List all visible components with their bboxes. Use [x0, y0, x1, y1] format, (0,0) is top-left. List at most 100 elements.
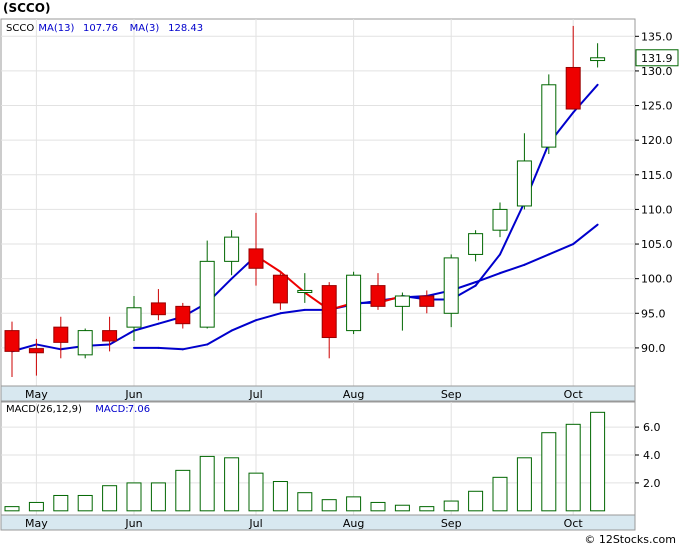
price-ytick-label: 110.0	[641, 203, 673, 216]
macd-ytick-label: 4.0	[643, 449, 661, 462]
candle-body	[370, 285, 386, 307]
macd-legend-label: MACD:	[95, 404, 128, 415]
price-ytick-label: 100.0	[641, 273, 673, 286]
candle-body	[4, 330, 20, 352]
price-xtick-label: Jul	[248, 388, 262, 401]
price-ytick-label: 135.0	[641, 30, 673, 43]
watermark: © 12Stocks.com	[584, 533, 676, 546]
macd-bar	[443, 500, 459, 512]
candle-body	[346, 274, 362, 332]
macd-bar	[272, 481, 288, 512]
candle-body	[297, 289, 313, 294]
price-ytick-label: 130.0	[641, 65, 673, 78]
macd-bar	[77, 494, 93, 512]
ma-long-segment	[572, 223, 599, 246]
ma-short-segment	[108, 329, 135, 346]
macd-bar	[297, 492, 313, 512]
ma-short-segment	[133, 322, 160, 332]
candle-body	[272, 274, 288, 304]
macd-bar	[419, 506, 435, 512]
macd-ytick-label: 6.0	[643, 421, 661, 434]
ma-long-segment	[523, 253, 550, 266]
macd-bar	[492, 476, 508, 512]
candle-body	[53, 326, 69, 343]
price-panel: 90.0 95.0 100.0 105.0 110.0 115.0 120.0 125.0 13…	[0, 18, 679, 402]
candle-body	[126, 307, 142, 328]
macd-bar	[175, 469, 191, 512]
price-legend-value: 128.43	[168, 23, 203, 34]
ma-short-segment	[474, 253, 501, 287]
macd-bar	[224, 457, 240, 512]
macd-xaxis-bar	[0, 514, 636, 531]
macd-bar	[4, 506, 20, 512]
candle-body	[565, 66, 581, 110]
price-xtick-label: Oct	[564, 388, 584, 401]
macd-bar	[346, 496, 362, 512]
macd-bar	[394, 504, 410, 512]
ma-long-segment	[230, 319, 257, 332]
macd-bar	[370, 501, 386, 512]
macd-xtick-label: Oct	[564, 517, 584, 530]
macd-legend-label: MACD(26,12,9)	[6, 404, 82, 415]
candle-body	[419, 295, 435, 307]
candle-body	[102, 330, 118, 342]
price-legend-value: 107.76	[83, 23, 118, 34]
price-legend-label: MA(3)	[130, 23, 160, 34]
chart-title: (SCCO)	[3, 1, 50, 15]
ma-long-segment	[547, 243, 575, 256]
candle-body	[590, 57, 606, 62]
candle-body	[199, 260, 215, 328]
last-price-label: 131.9	[641, 52, 673, 65]
price-ytick-label: 120.0	[641, 134, 673, 147]
macd-legend-value: 7.06	[128, 404, 150, 415]
price-legend-label: MA(13)	[38, 23, 74, 34]
price-xtick-label: Aug	[343, 388, 364, 401]
ma-short-segment	[35, 343, 62, 351]
candle-body	[150, 302, 166, 316]
candle-body	[492, 208, 508, 231]
candle-body	[394, 295, 410, 307]
candle-body	[443, 257, 459, 314]
macd-ytick-label: 2.0	[643, 477, 661, 490]
candle-body	[224, 236, 240, 262]
price-legend-label: SCCO	[6, 23, 34, 34]
price-ytick-label: 105.0	[641, 238, 673, 251]
ma-long-segment	[499, 263, 526, 275]
macd-panel: 2.0 4.0 6.0 MACD(26,12,9) MACD: 7.06 May Jun Jul…	[0, 401, 661, 531]
ma-long-segment	[181, 343, 209, 351]
ma-short-segment	[499, 201, 526, 256]
macd-bar	[150, 482, 166, 512]
candle-body	[28, 348, 44, 354]
ma-long-segment	[255, 312, 282, 322]
macd-xtick-label: Sep	[441, 517, 462, 530]
price-xtick-label: Sep	[441, 388, 462, 401]
candle-body	[248, 248, 264, 269]
macd-bar	[590, 411, 606, 512]
macd-bar	[565, 423, 581, 512]
macd-xtick-label: Jun	[124, 517, 142, 530]
price-plot-area	[0, 18, 636, 387]
macd-bar	[126, 482, 142, 512]
macd-bar	[102, 485, 118, 512]
macd-bar	[28, 501, 44, 512]
candle-body	[321, 285, 337, 339]
ma-long-segment	[279, 308, 306, 315]
price-ytick-label: 95.0	[641, 307, 666, 320]
macd-bar	[199, 455, 215, 512]
price-xtick-label: May	[25, 388, 48, 401]
ma-long-segment	[157, 346, 184, 351]
candle-body	[468, 233, 484, 255]
ma-long-segment	[206, 329, 233, 346]
last-price-box	[635, 49, 679, 67]
macd-bar	[468, 490, 484, 512]
price-ytick-label: 115.0	[641, 169, 673, 182]
price-xtick-label: Jun	[124, 388, 142, 401]
macd-xtick-label: May	[25, 517, 48, 530]
candle-body	[77, 330, 93, 356]
macd-bar	[53, 494, 69, 512]
candle-body	[516, 160, 532, 207]
price-xaxis-bar	[0, 385, 636, 402]
macd-xtick-label: Aug	[343, 517, 364, 530]
